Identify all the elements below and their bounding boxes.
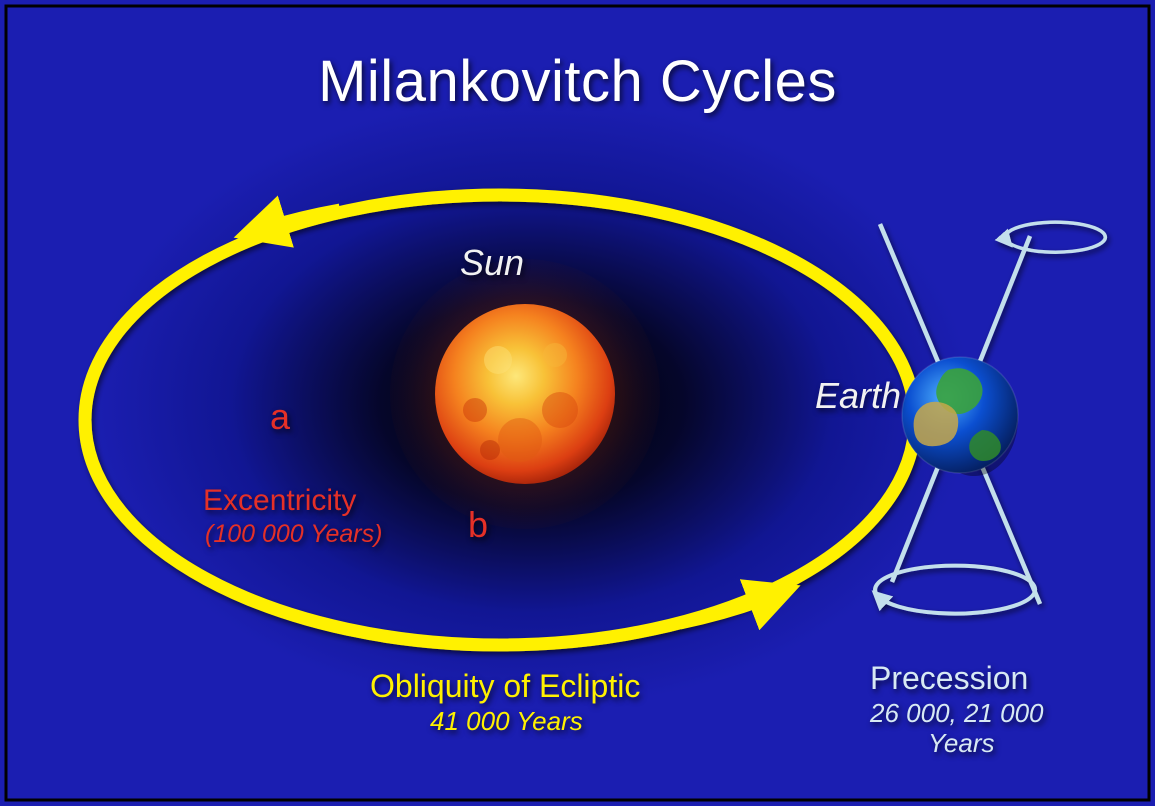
diagram-title: Milankovitch Cycles (0, 48, 1155, 115)
eccentricity-period: (100 000 Years) (205, 520, 382, 549)
precession-period-2: Years (928, 728, 995, 759)
axis-b-label: b (468, 504, 488, 546)
axis-a-label: a (270, 396, 290, 438)
milankovitch-diagram: Milankovitch Cycles Sun Earth a b Excent… (0, 0, 1155, 806)
sun-label: Sun (460, 242, 524, 284)
obliquity-period: 41 000 Years (430, 706, 583, 737)
earth-label: Earth (815, 375, 901, 417)
precession-period-1: 26 000, 21 000 (870, 698, 1044, 729)
precession-label: Precession (870, 660, 1028, 697)
eccentricity-label: Excentricity (203, 484, 356, 518)
obliquity-label: Obliquity of Ecliptic (370, 668, 640, 705)
